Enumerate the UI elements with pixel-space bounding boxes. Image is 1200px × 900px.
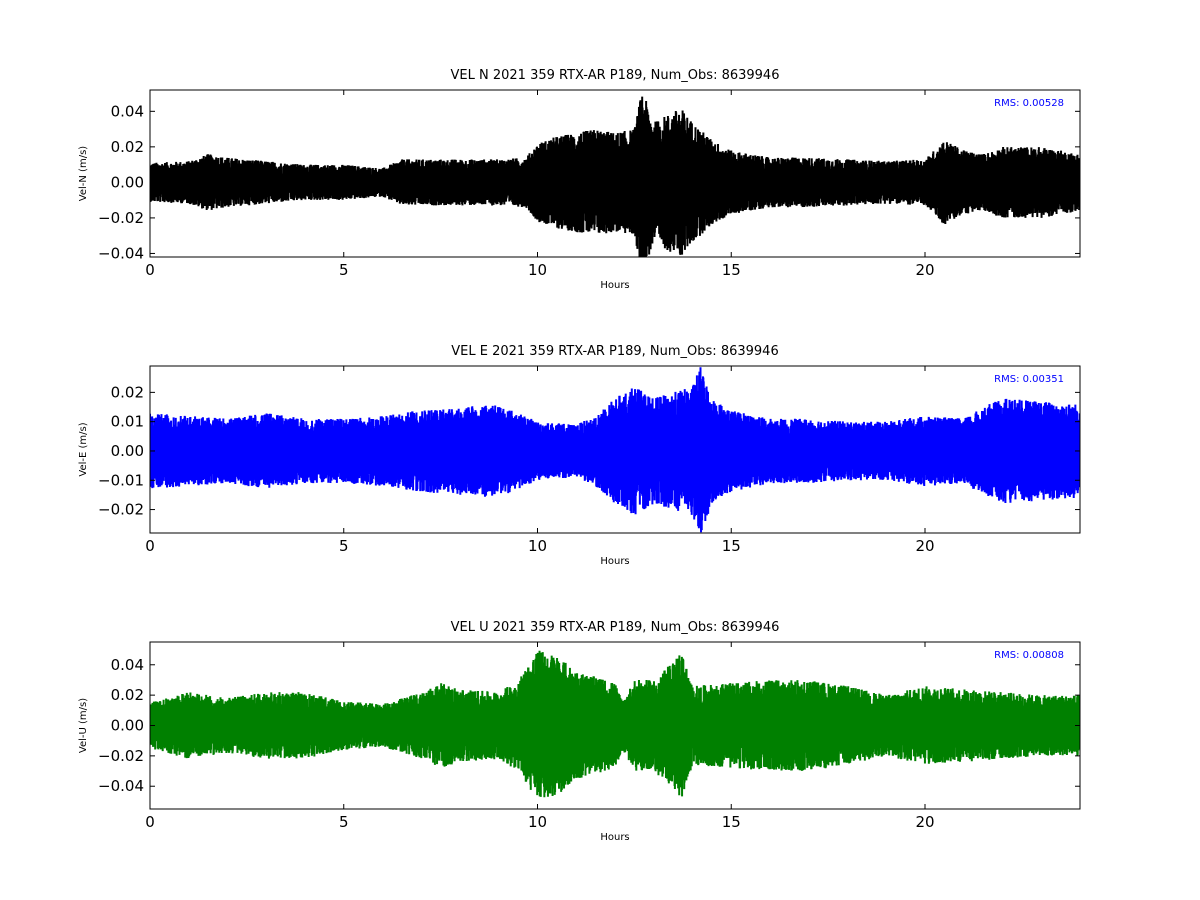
y-tick-label: 0.02: [111, 138, 144, 156]
x-tick-label: 5: [339, 537, 349, 555]
x-tick-label: 20: [915, 537, 934, 555]
x-axis-label-vel-u: Hours: [600, 832, 629, 843]
chart-title-vel-n: VEL N 2021 359 RTX-AR P189, Num_Obs: 863…: [451, 68, 780, 83]
y-tick-label: 0.00: [111, 442, 144, 460]
series-line-vel-n: [150, 96, 1080, 257]
x-tick-label: 0: [145, 537, 155, 555]
panel-vel-e: 0 5 10 15 20 −0.02 −0.01 0.00 0.01 0.02 VEL E 2021…: [78, 344, 1081, 567]
x-axis-label-vel-n: Hours: [600, 280, 629, 291]
rms-annotation-vel-e: RMS: 0.00351: [994, 374, 1064, 385]
panel-vel-u: 0 5 10 15 20 −0.04 −0.02 0.00 0.02 0.04 VEL U 2021…: [78, 620, 1081, 843]
y-tick-label: −0.02: [98, 747, 144, 765]
panel-vel-n: 0 5 10 15 20 −0.04 −0.02 0.00 0.02 0.04 VEL N 2021…: [78, 68, 1081, 291]
chart-title-vel-e: VEL E 2021 359 RTX-AR P189, Num_Obs: 863…: [451, 344, 778, 359]
x-tick-label: 5: [339, 813, 349, 831]
y-tick-label: −0.04: [98, 244, 144, 262]
y-axis-label-vel-e: Vel-E (m/s): [78, 422, 89, 476]
y-tick-label: −0.01: [98, 471, 144, 489]
y-tick-label: 0.02: [111, 383, 144, 401]
x-tick-label: 10: [528, 261, 547, 279]
x-tick-label: 0: [145, 813, 155, 831]
y-tick-label: 0.04: [111, 656, 144, 674]
x-tick-label: 15: [722, 261, 741, 279]
y-tick-label: 0.00: [111, 717, 144, 735]
y-tick-label: −0.02: [98, 501, 144, 519]
y-tick-label: −0.04: [98, 777, 144, 795]
x-tick-label: 5: [339, 261, 349, 279]
x-tick-label: 10: [528, 537, 547, 555]
x-tick-label: 15: [722, 813, 741, 831]
series-line-vel-e: [150, 367, 1080, 533]
y-tick-label: 0.01: [111, 413, 144, 431]
y-axis-label-vel-u: Vel-U (m/s): [78, 698, 89, 753]
x-tick-label: 10: [528, 813, 547, 831]
y-tick-label: 0.04: [111, 102, 144, 120]
series-line-vel-u: [150, 650, 1080, 798]
rms-annotation-vel-u: RMS: 0.00808: [994, 650, 1064, 661]
y-axis-label-vel-n: Vel-N (m/s): [78, 146, 89, 201]
y-tick-label: 0.00: [111, 173, 144, 191]
x-axis-label-vel-e: Hours: [600, 556, 629, 567]
axes-frame-vel-n: [149, 89, 1081, 258]
chart-title-vel-u: VEL U 2021 359 RTX-AR P189, Num_Obs: 863…: [451, 620, 780, 635]
rms-annotation-vel-n: RMS: 0.00528: [994, 98, 1064, 109]
x-tick-label: 15: [722, 537, 741, 555]
x-tick-label: 0: [145, 261, 155, 279]
x-tick-label: 20: [915, 813, 934, 831]
x-tick-label: 20: [915, 261, 934, 279]
y-tick-label: −0.02: [98, 209, 144, 227]
axes-frame-vel-e: [149, 365, 1081, 534]
y-tick-label: 0.02: [111, 686, 144, 704]
